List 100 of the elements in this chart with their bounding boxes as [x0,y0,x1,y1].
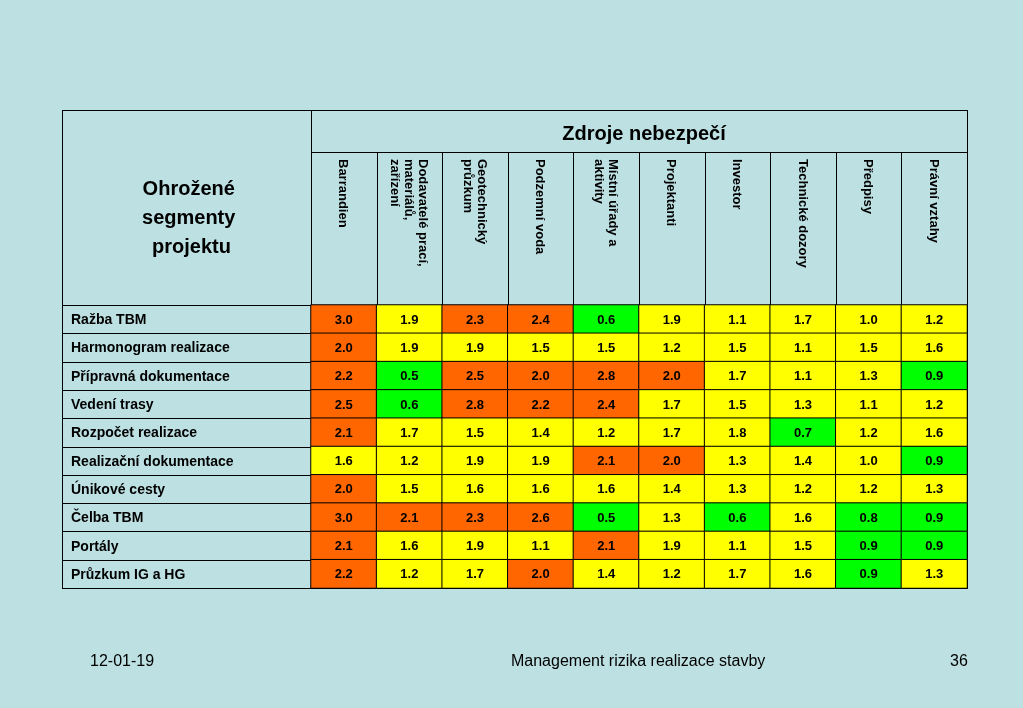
data-label: 2.5 [334,396,353,412]
data-label: 1.9 [465,453,485,469]
data-label: 1.6 [334,453,353,469]
data-label: 0.6 [597,311,616,327]
data-label: 1.3 [859,368,878,384]
data-label: 1.3 [925,481,944,497]
text: 36 [950,651,968,669]
data-label: 2.2 [334,566,353,582]
data-label: 2.3 [465,509,485,525]
x-tick-label: Investor [729,159,745,210]
data-label: 0.9 [925,538,944,554]
y-tick-label: Čelba TBM [71,508,144,526]
data-label: 1.4 [662,481,682,497]
data-label: 0.9 [859,566,878,582]
data-label: 1.5 [465,424,485,440]
x-tick-label: Předpisy [861,159,877,215]
data-label: 1.1 [728,538,747,554]
x-tick-label: Projektanti [664,159,680,227]
data-label: 1.6 [400,538,419,554]
data-label: 1.4 [793,453,813,469]
data-label: 2.8 [465,396,485,412]
data-label: 3.0 [334,509,353,525]
data-label: 1.7 [728,566,747,582]
data-label: 2.1 [334,538,353,554]
data-label: 2.1 [400,509,419,525]
data-label: 1.0 [859,453,878,469]
data-label: 1.2 [662,566,681,582]
x-tick-label: Geotechnický průzkum [460,159,490,248]
data-label: 1.3 [728,453,747,469]
y-tick-label: Realizační dokumentace [71,452,234,469]
x-tick-label: Podzemní voda [533,159,549,256]
data-label: 1.6 [925,424,944,440]
data-label: 1.0 [859,311,878,327]
data-label: 2.3 [465,311,485,327]
data-label: 1.2 [859,424,878,440]
data-label: 0.6 [728,509,747,525]
data-label: 1.7 [465,566,485,582]
data-label: 2.8 [597,368,616,384]
data-label: 1.1 [793,339,813,355]
text: Management rizika realizace stavby [511,651,766,669]
y-axis-title: Ohrožené segmenty projektu [142,176,241,257]
data-label: 2.1 [597,453,616,469]
data-label: 1.2 [597,424,616,440]
text: 12-01-19 [90,651,155,669]
data-label: 2.4 [531,311,551,327]
data-label: 1.8 [728,424,747,440]
data-label: 2.0 [531,368,550,384]
data-label: 0.5 [597,509,616,525]
data-label: 1.9 [465,339,485,355]
y-tick-label: Ražba TBM [71,311,147,328]
data-label: 1.2 [662,339,681,355]
data-label: 1.5 [597,339,616,355]
data-label: 1.7 [662,424,681,440]
data-label: 2.4 [597,396,616,412]
data-label: 1.5 [728,396,747,412]
data-label: 1.2 [400,566,419,582]
data-label: 1.2 [925,396,944,412]
data-label: 1.3 [728,481,747,497]
data-label: 1.6 [793,509,813,525]
data-label: 1.7 [400,424,419,440]
data-label: 1.9 [531,453,550,469]
data-label: 1.6 [793,566,813,582]
y-tick-label: Rozpočet realizace [71,424,198,441]
data-label: 2.1 [334,424,353,440]
data-label: 0.6 [400,396,419,412]
data-label: 0.9 [925,453,944,469]
data-label: 2.0 [334,481,353,497]
data-label: 2.2 [531,396,550,412]
data-label: 1.1 [531,538,550,554]
data-label: 1.5 [793,538,813,554]
data-label: 0.9 [925,509,944,525]
data-label: 2.2 [334,368,353,384]
data-label: 1.6 [465,481,485,497]
data-label: 1.4 [531,424,551,440]
data-label: 2.5 [465,368,485,384]
data-label: 1.7 [662,396,681,412]
data-label: 1.6 [925,339,944,355]
data-label: 0.9 [859,538,878,554]
data-label: 2.0 [662,368,681,384]
data-label: 2.0 [662,453,681,469]
data-label: 2.0 [334,339,353,355]
data-label: 1.7 [793,311,813,327]
data-label: 1.1 [793,368,813,384]
data-label: 1.9 [400,311,419,327]
x-tick-label: Dodavatelé prací, materiálů, zařízení [387,159,431,271]
chart-title: Zdroje nebezpečí [562,122,728,144]
data-label: 0.9 [925,368,944,384]
x-tick-label: Technické dozory [795,159,811,269]
x-tick-label: Místní úřady a aktivity [591,159,621,251]
x-tick-label: Barrandien [336,159,352,228]
y-tick-label: Harmonogram realizace [71,339,230,356]
data-label: 1.9 [662,311,681,327]
data-label: 1.2 [793,481,813,497]
data-label: 1.3 [925,566,944,582]
data-label: 1.9 [662,538,681,554]
x-tick-label: Právní vztahy [926,159,942,244]
data-label: 1.2 [925,311,944,327]
data-label: 0.7 [793,424,813,440]
data-label: 2.0 [531,566,550,582]
data-label: 2.6 [531,509,550,525]
